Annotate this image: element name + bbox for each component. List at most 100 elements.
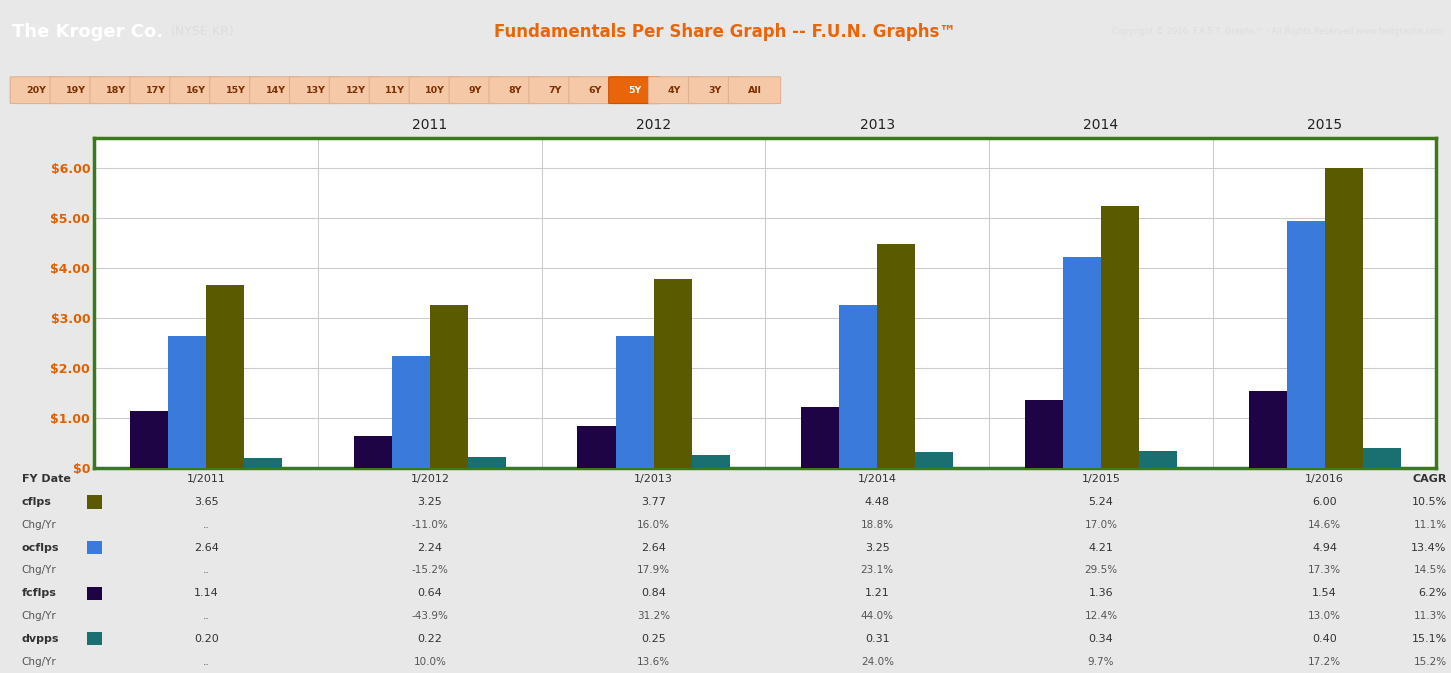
Bar bbox=[577, 426, 615, 468]
Bar bbox=[1362, 448, 1400, 468]
Text: dvpps: dvpps bbox=[22, 634, 59, 644]
Bar bbox=[392, 356, 429, 468]
Text: Chg/Yr: Chg/Yr bbox=[22, 520, 57, 530]
Text: 3.25: 3.25 bbox=[865, 542, 889, 553]
Text: 4.94: 4.94 bbox=[1312, 542, 1338, 553]
Text: 0.25: 0.25 bbox=[641, 634, 666, 644]
Text: 11.3%: 11.3% bbox=[1413, 611, 1447, 621]
Text: All: All bbox=[747, 85, 762, 95]
Text: 14.6%: 14.6% bbox=[1309, 520, 1341, 530]
Text: 4.48: 4.48 bbox=[865, 497, 889, 507]
Bar bbox=[615, 336, 653, 468]
Text: 10.5%: 10.5% bbox=[1412, 497, 1447, 507]
Text: 1.54: 1.54 bbox=[1312, 588, 1336, 598]
Text: 12.4%: 12.4% bbox=[1084, 611, 1117, 621]
Text: FY Date: FY Date bbox=[22, 474, 71, 484]
Text: 2.64: 2.64 bbox=[641, 542, 666, 553]
Bar bbox=[692, 455, 730, 468]
Text: 9.7%: 9.7% bbox=[1088, 657, 1114, 666]
Bar bbox=[87, 587, 102, 600]
Bar bbox=[168, 336, 206, 468]
Text: CAGR: CAGR bbox=[1412, 474, 1447, 484]
Text: 8Y: 8Y bbox=[508, 85, 522, 95]
Text: 13Y: 13Y bbox=[306, 85, 325, 95]
FancyBboxPatch shape bbox=[609, 77, 660, 104]
Text: 3.25: 3.25 bbox=[418, 497, 443, 507]
Text: -15.2%: -15.2% bbox=[412, 565, 448, 575]
Text: 17.9%: 17.9% bbox=[637, 565, 670, 575]
Text: Fundamentals Per Share Graph -- F.U.N. Graphs™: Fundamentals Per Share Graph -- F.U.N. G… bbox=[495, 23, 956, 41]
Text: 11.1%: 11.1% bbox=[1413, 520, 1447, 530]
Bar bbox=[1101, 206, 1139, 468]
Text: 23.1%: 23.1% bbox=[860, 565, 894, 575]
Text: 17.2%: 17.2% bbox=[1309, 657, 1341, 666]
Text: 0.34: 0.34 bbox=[1088, 634, 1113, 644]
Text: 1/2013: 1/2013 bbox=[634, 474, 673, 484]
Text: 3.65: 3.65 bbox=[194, 497, 219, 507]
Text: 2.64: 2.64 bbox=[194, 542, 219, 553]
Bar bbox=[878, 244, 916, 468]
Text: 0.40: 0.40 bbox=[1312, 634, 1336, 644]
Text: ..: .. bbox=[203, 520, 209, 530]
Text: 5Y: 5Y bbox=[628, 85, 641, 95]
Text: 13.0%: 13.0% bbox=[1309, 611, 1341, 621]
Text: Chg/Yr: Chg/Yr bbox=[22, 657, 57, 666]
Text: 15.1%: 15.1% bbox=[1412, 634, 1447, 644]
FancyBboxPatch shape bbox=[290, 77, 342, 104]
Text: 6.2%: 6.2% bbox=[1418, 588, 1447, 598]
FancyBboxPatch shape bbox=[90, 77, 142, 104]
Text: 0.20: 0.20 bbox=[194, 634, 219, 644]
Bar bbox=[467, 457, 506, 468]
FancyBboxPatch shape bbox=[10, 77, 62, 104]
Text: 16.0%: 16.0% bbox=[637, 520, 670, 530]
Text: 0.31: 0.31 bbox=[865, 634, 889, 644]
Bar bbox=[131, 411, 168, 468]
Bar bbox=[916, 452, 953, 468]
Text: 10Y: 10Y bbox=[425, 85, 445, 95]
Text: 1/2011: 1/2011 bbox=[187, 474, 225, 484]
Text: 15.2%: 15.2% bbox=[1413, 657, 1447, 666]
Text: fcflps: fcflps bbox=[22, 588, 57, 598]
Text: 16Y: 16Y bbox=[186, 85, 206, 95]
FancyBboxPatch shape bbox=[569, 77, 621, 104]
Text: 12Y: 12Y bbox=[345, 85, 366, 95]
Text: 2013: 2013 bbox=[859, 118, 895, 132]
Text: 2014: 2014 bbox=[1084, 118, 1119, 132]
Text: 14.5%: 14.5% bbox=[1413, 565, 1447, 575]
Text: 6.00: 6.00 bbox=[1312, 497, 1336, 507]
Text: 2012: 2012 bbox=[636, 118, 672, 132]
Text: 13.4%: 13.4% bbox=[1412, 542, 1447, 553]
Text: The Kroger Co.: The Kroger Co. bbox=[12, 23, 163, 41]
Text: ocflps: ocflps bbox=[22, 542, 59, 553]
Text: 2011: 2011 bbox=[412, 118, 447, 132]
Text: 18Y: 18Y bbox=[106, 85, 126, 95]
FancyBboxPatch shape bbox=[649, 77, 701, 104]
Text: 14Y: 14Y bbox=[266, 85, 286, 95]
FancyBboxPatch shape bbox=[170, 77, 222, 104]
Text: 19Y: 19Y bbox=[67, 85, 86, 95]
Text: 15Y: 15Y bbox=[226, 85, 245, 95]
Text: 1/2016: 1/2016 bbox=[1306, 474, 1344, 484]
Text: 17Y: 17Y bbox=[147, 85, 165, 95]
Text: 0.22: 0.22 bbox=[418, 634, 443, 644]
Text: 3.77: 3.77 bbox=[641, 497, 666, 507]
Bar bbox=[1024, 400, 1064, 468]
Bar bbox=[1325, 168, 1362, 468]
FancyBboxPatch shape bbox=[210, 77, 263, 104]
Bar bbox=[653, 279, 692, 468]
Bar bbox=[801, 407, 839, 468]
Bar bbox=[87, 632, 102, 645]
Text: -11.0%: -11.0% bbox=[412, 520, 448, 530]
Text: 3Y: 3Y bbox=[708, 85, 721, 95]
Text: 24.0%: 24.0% bbox=[860, 657, 894, 666]
FancyBboxPatch shape bbox=[688, 77, 741, 104]
Bar bbox=[87, 495, 102, 509]
FancyBboxPatch shape bbox=[250, 77, 302, 104]
FancyBboxPatch shape bbox=[528, 77, 580, 104]
Text: 1.36: 1.36 bbox=[1088, 588, 1113, 598]
Text: 31.2%: 31.2% bbox=[637, 611, 670, 621]
Text: 0.84: 0.84 bbox=[641, 588, 666, 598]
Text: 20Y: 20Y bbox=[26, 85, 46, 95]
Text: 2015: 2015 bbox=[1307, 118, 1342, 132]
FancyBboxPatch shape bbox=[49, 77, 102, 104]
